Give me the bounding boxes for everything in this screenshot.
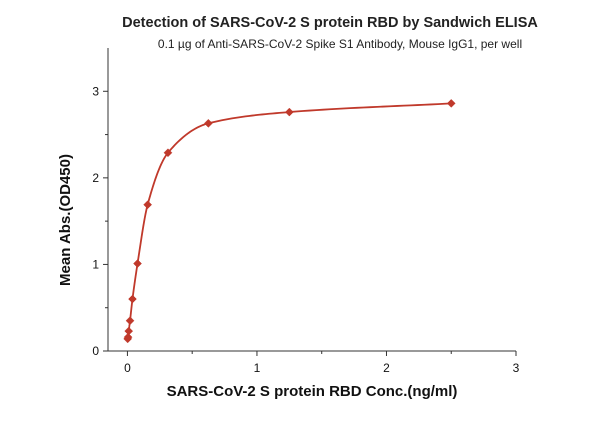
y-tick-label: 3 (92, 84, 99, 98)
y-ticks: 0 1 2 3 (92, 84, 108, 358)
chart-subtitle: 0.1 µg of Anti-SARS-CoV-2 Spike S1 Antib… (158, 37, 522, 51)
data-point (446, 99, 456, 108)
x-tick-label: 3 (513, 361, 520, 375)
x-tick-label: 1 (254, 361, 261, 375)
data-point (124, 326, 134, 336)
y-tick-label: 2 (92, 171, 99, 185)
data-point (284, 107, 294, 117)
data-points (123, 99, 456, 344)
data-point (133, 259, 142, 268)
data-point (125, 316, 135, 326)
axes (107, 48, 516, 352)
chart-title: Detection of SARS-CoV-2 S protein RBD by… (122, 15, 538, 31)
x-ticks: 0 1 2 3 (124, 351, 520, 375)
data-point (163, 148, 173, 158)
y-axis-label: Mean Abs.(OD450) (57, 154, 74, 286)
fit-curve (126, 102, 452, 340)
x-axis-label: SARS-CoV-2 S protein RBD Conc.(ng/ml) (167, 383, 458, 400)
x-tick-label: 0 (124, 361, 131, 375)
data-point (143, 200, 152, 210)
data-point (128, 294, 137, 304)
y-tick-label: 1 (92, 257, 99, 271)
y-tick-label: 0 (92, 344, 99, 358)
data-point (204, 118, 213, 128)
data-point (123, 332, 133, 342)
x-tick-label: 2 (383, 361, 390, 375)
